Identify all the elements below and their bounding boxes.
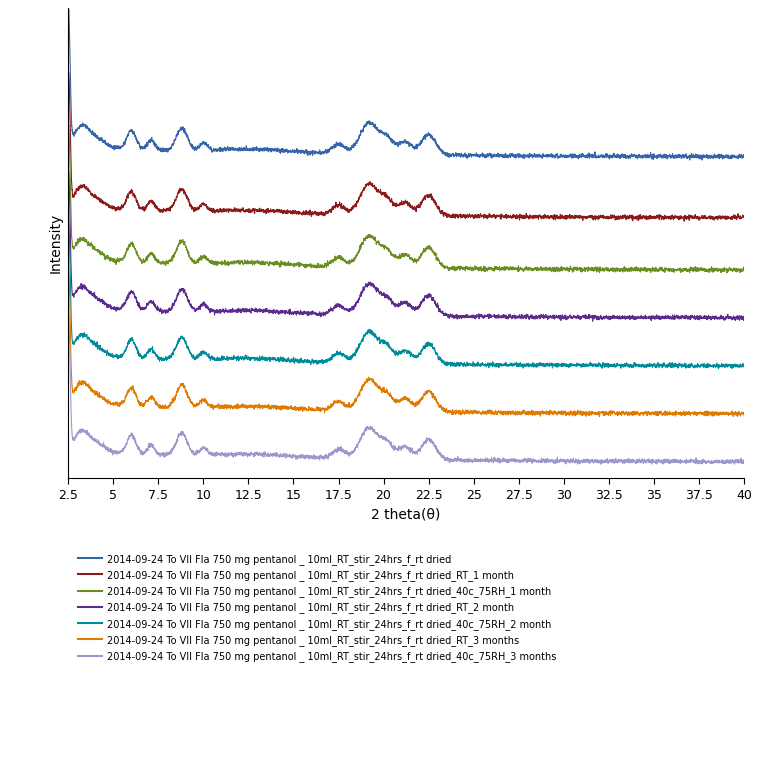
Legend: 2014-09-24 To VII Fla 750 mg pentanol _ 10ml_RT_stir_24hrs_f_rt dried, 2014-09-2: 2014-09-24 To VII Fla 750 mg pentanol _ …: [73, 549, 562, 667]
Y-axis label: Intensity: Intensity: [49, 213, 63, 273]
X-axis label: 2 theta(θ): 2 theta(θ): [371, 507, 441, 521]
